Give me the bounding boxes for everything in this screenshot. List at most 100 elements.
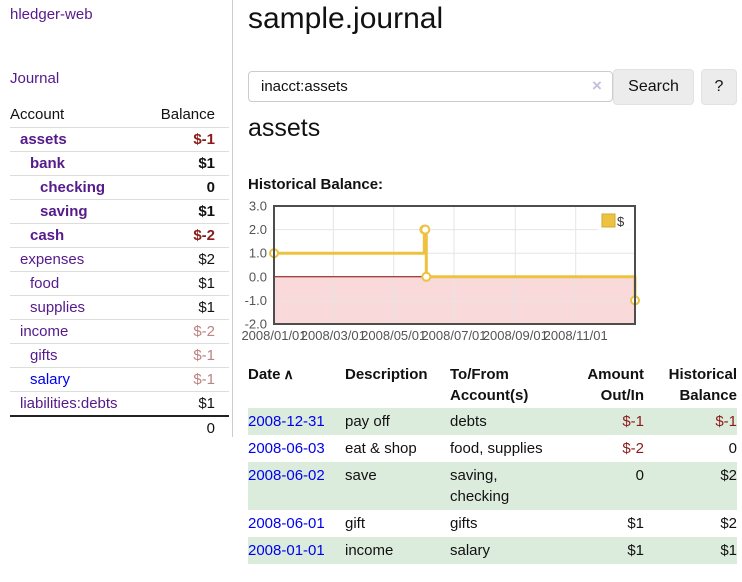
balance-cell: $2 — [720, 467, 737, 484]
svg-text:0.0: 0.0 — [249, 269, 267, 284]
accounts-cell: gifts — [450, 515, 478, 532]
description-cell: gift — [345, 515, 366, 532]
clear-search-icon[interactable]: × — [592, 76, 602, 95]
chart-title: Historical Balance: — [248, 176, 384, 193]
sidebar-account-row: saving $1 — [10, 199, 229, 224]
balance-cell: $-1 — [715, 413, 737, 430]
sort-asc-icon: ∧ — [283, 366, 294, 382]
balance-cell: $1 — [720, 542, 737, 559]
account-balance: $1 — [144, 271, 229, 296]
transaction-date-link[interactable]: 2008-06-03 — [248, 440, 325, 457]
sidebar-account-row: expenses $2 — [10, 247, 229, 272]
svg-text:2008/03/01: 2008/03/01 — [301, 328, 366, 343]
sidebar-account-row: salary $-1 — [10, 367, 229, 392]
account-balance: $-2 — [144, 223, 229, 248]
account-balance: $-1 — [144, 127, 229, 152]
account-balance: $1 — [144, 295, 229, 320]
sidebar-account-salary[interactable]: salary — [30, 371, 71, 388]
app-title-link[interactable]: hledger-web — [10, 6, 93, 23]
svg-text:2008/07/01: 2008/07/01 — [421, 328, 486, 343]
transaction-date-link[interactable]: 2008-12-31 — [248, 413, 325, 430]
accounts-header-row: Account Balance — [10, 102, 229, 128]
help-button[interactable]: ? — [701, 69, 737, 105]
account-balance: 0 — [144, 175, 229, 200]
transaction-date-link[interactable]: 2008-01-01 — [248, 542, 325, 559]
sidebar-account-row: food $1 — [10, 271, 229, 296]
sidebar-account-row: income $-2 — [10, 319, 229, 344]
chart-canvas: $3.0 2.0 1.0 0.0 -1.0 -2.02008/01/012008/03/0… — [241, 199, 640, 343]
sidebar-total-row: 0 — [10, 415, 229, 440]
svg-text:2008/01/01: 2008/01/01 — [241, 328, 306, 343]
col-header-balance: Historical Balance — [668, 366, 737, 404]
transaction-date-link[interactable]: 2008-06-02 — [248, 467, 325, 484]
sidebar-account-row: checking 0 — [10, 175, 229, 200]
sidebar-total-balance: 0 — [144, 415, 229, 440]
transaction-date-link[interactable]: 2008-06-01 — [248, 515, 325, 532]
svg-text:2.0: 2.0 — [249, 222, 267, 237]
description-cell: income — [345, 542, 394, 559]
register-row: 2008-06-03 eat & shop food, supplies $-2 0 — [248, 435, 737, 462]
account-balance: $-1 — [144, 367, 229, 392]
svg-text:2008/05/01: 2008/05/01 — [361, 328, 426, 343]
sidebar-account-expenses[interactable]: expenses — [20, 251, 85, 268]
historical-balance-chart: $3.0 2.0 1.0 0.0 -1.0 -2.0 2008/01/01 2008/03/0… — [240, 197, 642, 349]
col-header-description: Description — [345, 366, 428, 383]
sidebar-account-gifts[interactable]: gifts — [30, 347, 58, 364]
svg-text:3.0: 3.0 — [249, 199, 267, 214]
sidebar: hledger-web Journal Account Balance asse… — [0, 0, 233, 440]
amount-cell: $1 — [627, 542, 644, 559]
sidebar-account-supplies[interactable]: supplies — [30, 299, 86, 316]
sidebar-account-liabilities-debts[interactable]: liabilities:debts — [20, 395, 118, 412]
svg-text:1.0: 1.0 — [249, 246, 267, 261]
search-button[interactable]: Search — [613, 69, 694, 105]
page-title: sample.journal — [248, 2, 444, 35]
register-row: 2008-06-01 gift gifts $1 $2 — [248, 510, 737, 537]
register-table: Date ∧ Description To/From Account(s) Amo… — [248, 360, 737, 564]
svg-text:$: $ — [617, 214, 625, 229]
account-balance: $-1 — [144, 343, 229, 368]
description-cell: eat & shop — [345, 440, 417, 457]
svg-text:-2.0: -2.0 — [245, 317, 267, 332]
account-balance: $-2 — [144, 319, 229, 344]
account-balance: $2 — [144, 247, 229, 272]
balance-cell: $2 — [720, 515, 737, 532]
search-input[interactable] — [248, 71, 613, 102]
amount-cell: $1 — [627, 515, 644, 532]
register-row: 2008-06-02 save saving, checking 0 $2 — [248, 462, 737, 510]
accounts-cell: debts — [450, 413, 487, 430]
accounts-cell: saving, checking — [450, 467, 510, 505]
sidebar-account-row: assets $-1 — [10, 127, 229, 152]
description-cell: pay off — [345, 413, 390, 430]
col-header-date[interactable]: Date ∧ — [248, 366, 294, 383]
register-row: 2008-12-31 pay off debts $-1 $-1 — [248, 408, 737, 435]
amount-cell: $-1 — [622, 413, 644, 430]
amount-cell: $-2 — [622, 440, 644, 457]
sidebar-account-saving[interactable]: saving — [40, 203, 88, 220]
sidebar-account-assets[interactable]: assets — [20, 131, 67, 148]
register-row: 2008-01-01 income salary $1 $1 — [248, 537, 737, 564]
account-balance: $1 — [144, 151, 229, 176]
svg-text:2008/09/01: 2008/09/01 — [483, 328, 548, 343]
sidebar-account-cash[interactable]: cash — [30, 227, 65, 244]
col-header-accounts: To/From Account(s) — [450, 366, 529, 404]
accounts-cell: salary — [450, 542, 491, 559]
sidebar-account-bank[interactable]: bank — [30, 155, 66, 172]
sidebar-account-checking[interactable]: checking — [40, 179, 106, 196]
sidebar-item-journal[interactable]: Journal — [10, 70, 60, 87]
balance-cell: 0 — [728, 440, 737, 457]
sidebar-account-row: gifts $-1 — [10, 343, 229, 368]
account-heading: assets — [248, 114, 321, 142]
sidebar-account-row: liabilities:debts $1 — [10, 391, 229, 416]
sidebar-account-income[interactable]: income — [20, 323, 69, 340]
sidebar-account-row: bank $1 — [10, 151, 229, 176]
accounts-header-balance: Balance — [160, 106, 215, 123]
col-header-amount: Amount Out/In — [587, 366, 644, 404]
sidebar-account-row: supplies $1 — [10, 295, 229, 320]
amount-cell: 0 — [635, 467, 644, 484]
sidebar-accounts-table: Account Balance assets $-1 bank $1 checking 0… — [10, 102, 229, 440]
sidebar-account-row: cash $-2 — [10, 223, 229, 248]
sidebar-account-food[interactable]: food — [30, 275, 60, 292]
account-balance: $1 — [144, 199, 229, 224]
description-cell: save — [345, 467, 377, 484]
